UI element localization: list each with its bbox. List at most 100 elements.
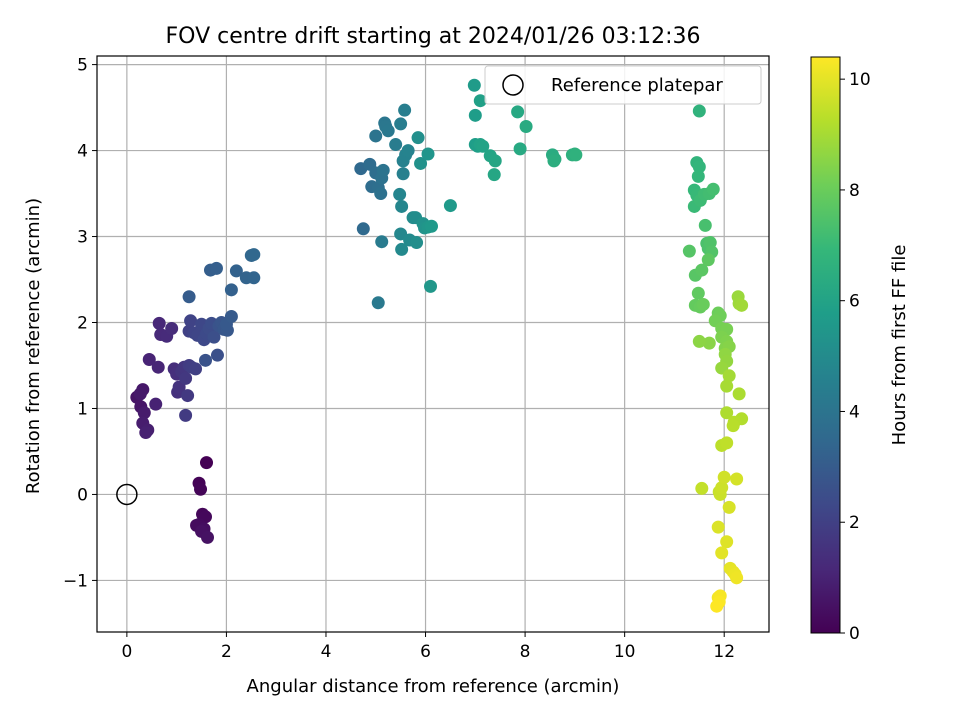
data-point [547, 154, 561, 168]
data-point [376, 163, 390, 177]
plot-frame [96, 55, 770, 633]
data-point [695, 263, 709, 277]
x-tick-label: 2 [221, 642, 232, 662]
data-point [421, 147, 435, 161]
x-tick-label: 8 [520, 642, 531, 662]
data-point [201, 530, 215, 544]
data-point [715, 481, 729, 495]
legend-label-reference: Reference platepar [551, 75, 723, 96]
y-tick-label: −1 [63, 571, 88, 591]
data-point [224, 283, 238, 297]
data-point [488, 154, 502, 168]
data-point [189, 362, 203, 376]
colorbar-tick-label: 4 [849, 402, 860, 422]
colorbar-tick-label: 0 [849, 624, 860, 644]
colorbar-tick-label: 2 [849, 513, 860, 533]
data-point [182, 290, 196, 304]
data-point [569, 148, 583, 162]
data-point [398, 103, 412, 117]
colorbar-tick-label: 8 [849, 181, 860, 201]
legend: Reference platepar [484, 65, 762, 105]
data-point [730, 472, 744, 486]
data-point [374, 187, 388, 201]
data-point [473, 94, 487, 108]
y-tick-label: 0 [77, 485, 88, 505]
data-point [181, 389, 195, 403]
data-point [200, 456, 214, 470]
x-tick-label: 10 [614, 642, 636, 662]
data-point [229, 264, 243, 278]
data-point [715, 546, 729, 560]
data-point [487, 168, 501, 182]
data-point [381, 124, 395, 138]
data-point [513, 142, 527, 156]
data-point [401, 144, 415, 158]
data-point [395, 199, 409, 213]
data-point [209, 261, 223, 275]
legend-marker-reference [502, 74, 524, 96]
data-point [142, 352, 156, 366]
y-tick-label: 5 [77, 56, 88, 76]
y-tick-label: 1 [77, 399, 88, 419]
data-point [692, 334, 706, 348]
data-point [706, 182, 720, 196]
data-point [720, 535, 734, 549]
y-axis-label: Rotation from reference (arcmin) [23, 198, 44, 494]
data-point [375, 235, 389, 249]
data-point [424, 279, 438, 293]
data-point [692, 104, 706, 118]
data-point [443, 199, 457, 213]
data-point [247, 271, 261, 285]
data-point [356, 222, 370, 236]
data-point [394, 117, 408, 131]
data-point [519, 119, 533, 133]
y-tick-label: 4 [77, 142, 88, 162]
data-point [682, 244, 696, 258]
data-point [695, 481, 709, 495]
data-point [717, 470, 731, 484]
x-tick-label: 12 [713, 642, 735, 662]
data-point [393, 187, 407, 201]
data-point [692, 160, 706, 174]
data-point [720, 379, 734, 393]
data-point [732, 387, 746, 401]
y-tick-label: 2 [77, 314, 88, 334]
data-point [179, 408, 193, 422]
data-point [691, 286, 705, 300]
data-point [194, 482, 208, 496]
x-tick-label: 4 [321, 642, 332, 662]
data-point [710, 599, 724, 613]
colorbar-label: Hours from first FF file [889, 245, 910, 446]
data-point [137, 406, 151, 420]
x-axis-label: Angular distance from reference (arcmin) [247, 676, 620, 697]
data-point [698, 218, 712, 232]
data-point [371, 296, 385, 310]
colorbar-gradient [810, 56, 841, 634]
reference-platepar-marker [116, 483, 138, 506]
data-point [702, 336, 716, 350]
data-point [410, 236, 424, 250]
colorbar: 0 2 4 6 8 10 Hours from first FF file [810, 56, 910, 644]
data-point [696, 297, 710, 311]
data-point [511, 105, 525, 119]
colorbar-ticks: 0 2 4 6 8 10 [840, 70, 871, 644]
data-point [691, 169, 705, 183]
data-point [730, 571, 744, 585]
data-point [207, 330, 221, 344]
data-point [476, 139, 490, 153]
data-point [701, 253, 715, 267]
data-point [467, 78, 481, 92]
scatter-points [116, 78, 749, 613]
data-point [224, 309, 238, 323]
data-point [199, 353, 213, 367]
data-point [425, 219, 439, 233]
data-point [411, 131, 425, 145]
data-point [165, 322, 179, 336]
data-point [396, 167, 410, 181]
chart-title: FOV centre drift starting at 2024/01/26 … [166, 24, 701, 49]
data-point [179, 371, 193, 385]
x-tick-label: 6 [420, 642, 431, 662]
